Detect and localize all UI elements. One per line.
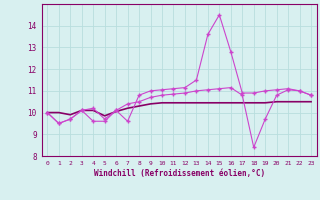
X-axis label: Windchill (Refroidissement éolien,°C): Windchill (Refroidissement éolien,°C) xyxy=(94,169,265,178)
